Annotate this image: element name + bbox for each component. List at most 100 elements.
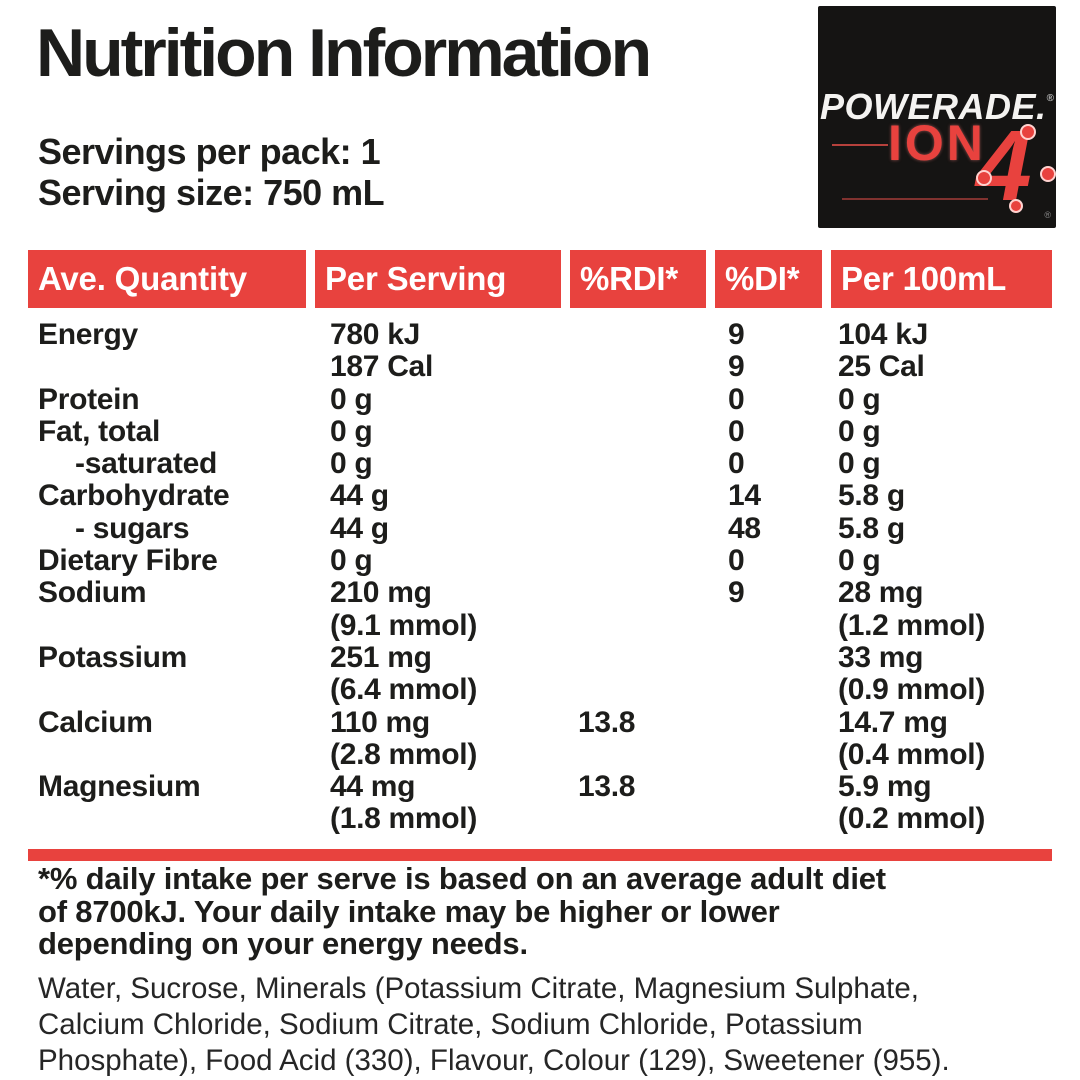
value-per-serving: 44 g <box>330 479 389 513</box>
value-di: 9 <box>728 318 745 351</box>
table-row: Energy 780 kJ 9 104 kJ <box>38 318 1052 351</box>
row-label: - sugars <box>75 511 190 545</box>
value-rdi <box>578 513 728 545</box>
ion4-number-glyph: 4 <box>974 110 1056 222</box>
table-row: - sugars 44 g 48 5.8 g <box>38 511 1052 545</box>
value-per-serving: 780 kJ <box>330 318 420 351</box>
value-di: 14 <box>728 479 761 513</box>
footnote-line: *% daily intake per serve is based on an… <box>38 861 886 896</box>
row-label: Protein <box>38 382 140 416</box>
row-label: Carbohydrate <box>38 479 230 513</box>
value-per-serving: 110 mg <box>330 705 430 739</box>
row-label <box>38 674 330 706</box>
servings-per-pack: Servings per pack: 1 <box>38 131 381 172</box>
value-di <box>728 610 838 642</box>
value-di <box>728 674 838 706</box>
logo-scanline-lower <box>842 198 988 200</box>
value-rdi: 13.8 <box>578 705 636 739</box>
value-rdi <box>578 351 728 383</box>
registered-mark-icon: ® <box>1046 93 1054 104</box>
header-cell-ave-quantity: Ave. Quantity <box>28 250 306 308</box>
value-rdi <box>578 545 728 577</box>
row-label: -saturated <box>75 447 218 481</box>
ingredients-list: Water, Sucrose, Minerals (Potassium Citr… <box>38 971 950 1080</box>
value-per-serving: (1.8 mmol) <box>330 802 478 836</box>
header-cell-di: %DI* <box>715 250 822 308</box>
ingredients-line: Phosphate), Food Acid (330), Flavour, Co… <box>38 1044 950 1078</box>
value-per-100ml: (0.2 mmol) <box>838 802 986 836</box>
table-row: (2.8 mmol) (0.4 mmol) <box>38 738 1052 771</box>
registered-mark-icon-small: ® <box>1044 210 1051 220</box>
value-per-100ml: 0 g <box>838 544 881 578</box>
value-di: 0 <box>728 382 745 416</box>
table-row: Potassium 251 mg 33 mg <box>38 640 1052 674</box>
ingredients-line: Calcium Chloride, Sodium Citrate, Sodium… <box>38 1008 863 1042</box>
red-divider <box>28 849 1052 861</box>
value-per-100ml: (1.2 mmol) <box>838 608 986 642</box>
value-rdi <box>578 384 728 416</box>
serving-info: Servings per pack: 1 Serving size: 750 m… <box>38 131 385 213</box>
value-rdi <box>578 577 728 609</box>
row-label <box>38 803 330 835</box>
table-row: Sodium 210 mg 9 28 mg <box>38 577 1052 609</box>
row-label: Fat, total <box>38 414 160 448</box>
row-label <box>38 610 330 642</box>
value-per-100ml: 0 g <box>838 382 881 416</box>
node-dot-bottom <box>1009 199 1023 213</box>
header-cell-rdi: %RDI* <box>570 250 706 308</box>
brand-logo: POWERADE.® ION 4 ® <box>818 6 1056 228</box>
value-per-100ml: 104 kJ <box>838 318 928 351</box>
row-label <box>38 739 330 771</box>
value-per-serving: 44 g <box>330 511 389 545</box>
row-label <box>38 351 330 383</box>
value-rdi <box>578 480 728 512</box>
value-per-serving: 0 g <box>330 414 373 448</box>
value-di: 9 <box>728 350 745 384</box>
table-row: (1.8 mmol) (0.2 mmol) <box>38 803 1052 835</box>
table-row: -saturated 0 g 0 0 g <box>38 448 1052 480</box>
value-di <box>728 707 838 739</box>
row-label: Potassium <box>38 640 188 674</box>
daily-intake-footnote: *% daily intake per serve is based on an… <box>38 861 886 961</box>
value-per-100ml: 28 mg <box>838 576 924 610</box>
header-cell-per-serving: Per Serving <box>315 250 561 308</box>
row-label: Magnesium <box>38 770 201 804</box>
footnote-line: depending on your energy needs. <box>38 926 528 961</box>
value-di: 0 <box>728 544 745 578</box>
table-row: 187 Cal 9 25 Cal <box>38 351 1052 383</box>
value-di <box>728 642 838 674</box>
value-rdi <box>578 416 728 448</box>
value-per-serving: 210 mg <box>330 576 432 610</box>
logo-scanline-upper <box>832 144 888 146</box>
value-per-100ml: (0.9 mmol) <box>838 673 986 707</box>
value-di <box>728 803 838 835</box>
value-rdi <box>578 610 728 642</box>
node-dot-top <box>1020 124 1036 140</box>
value-rdi <box>578 319 728 351</box>
value-per-100ml: 0 g <box>838 447 881 481</box>
footnote-line: of 8700kJ. Your daily intake may be high… <box>38 893 780 929</box>
value-per-100ml: 14.7 mg <box>838 705 948 739</box>
node-dot-left <box>976 170 992 186</box>
value-per-serving: 0 g <box>330 382 373 416</box>
value-di: 0 <box>728 414 745 448</box>
row-label: Dietary Fibre <box>38 544 218 578</box>
ingredients-line: Water, Sucrose, Minerals (Potassium Citr… <box>38 972 919 1005</box>
table-row: Fat, total 0 g 0 0 g <box>38 414 1052 448</box>
table-header: Ave. Quantity Per Serving %RDI* %DI* Per… <box>28 250 1052 308</box>
node-dot-right <box>1040 166 1056 182</box>
page-title: Nutrition Information <box>36 15 652 91</box>
table-row: Magnesium 44 mg 13.8 5.9 mg <box>38 771 1052 803</box>
value-per-100ml: 5.9 mg <box>838 770 932 804</box>
value-di: 9 <box>728 576 745 610</box>
value-rdi <box>578 739 728 771</box>
value-per-100ml: 5.8 g <box>838 511 905 545</box>
value-per-100ml: 5.8 g <box>838 479 905 513</box>
value-di: 48 <box>728 511 761 545</box>
value-per-100ml: 25 Cal <box>838 350 925 384</box>
value-di: 0 <box>728 447 745 481</box>
value-per-serving: 44 mg <box>330 770 416 804</box>
value-per-serving: (9.1 mmol) <box>330 608 478 642</box>
value-rdi <box>578 803 728 835</box>
